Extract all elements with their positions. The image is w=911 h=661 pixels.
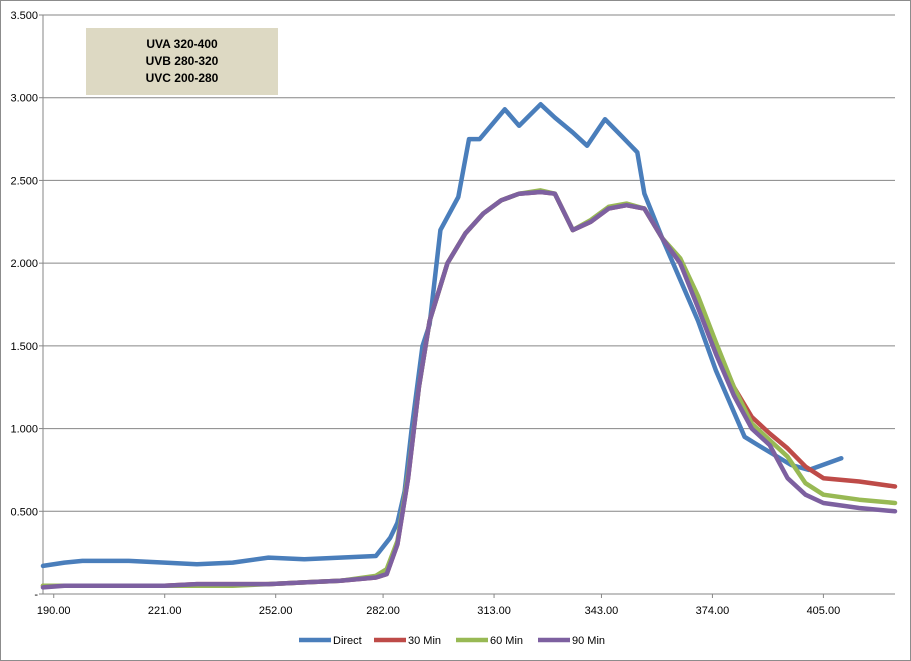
x-tick-label: 405.00 [807,605,841,617]
annotation-line-uvc: UVC 200-280 [145,71,219,85]
legend-label-90-min: 90 Min [572,635,605,647]
series-layer [40,102,898,590]
x-tick-label: 282.00 [366,605,400,617]
y-tick-label: 0.500 [10,506,38,518]
x-tick-label: 252.00 [259,605,293,617]
annotation-line-uvb: UVB 280-320 [145,54,219,68]
y-tick-label: 2.000 [10,258,38,270]
series-line-direct [40,102,844,569]
legend-label-30-min: 30 Min [408,635,441,647]
y-tick-label: 3.500 [10,10,38,22]
x-tick-label: 221.00 [148,605,182,617]
y-tick-label: - [34,589,38,601]
y-tick-label: 3.000 [10,93,38,105]
annotation-box: UVA 320-400 UVB 280-320 UVC 200-280 [86,28,278,95]
axis-layer: - 0.500 1.000 1.500 2.000 2.500 3.000 3.500 190.… [10,10,895,617]
x-tick-label: 374.00 [696,605,730,617]
series-line-90-min [40,189,898,590]
legend-label-direct: Direct [333,635,362,647]
series-line-60-min [40,188,898,588]
series-line-30-min [40,189,898,588]
annotation-line-uva: UVA 320-400 [146,37,218,51]
y-tick-label: 1.500 [10,341,38,353]
y-tick-label: 2.500 [10,175,38,187]
y-tick-label: 1.000 [10,424,38,436]
legend: Direct 30 Min 60 Min 90 Min [299,635,605,647]
x-tick-label: 343.00 [585,605,619,617]
x-tick-label: 190.00 [37,605,71,617]
x-tick-label: 313.00 [477,605,511,617]
legend-label-60-min: 60 Min [490,635,523,647]
